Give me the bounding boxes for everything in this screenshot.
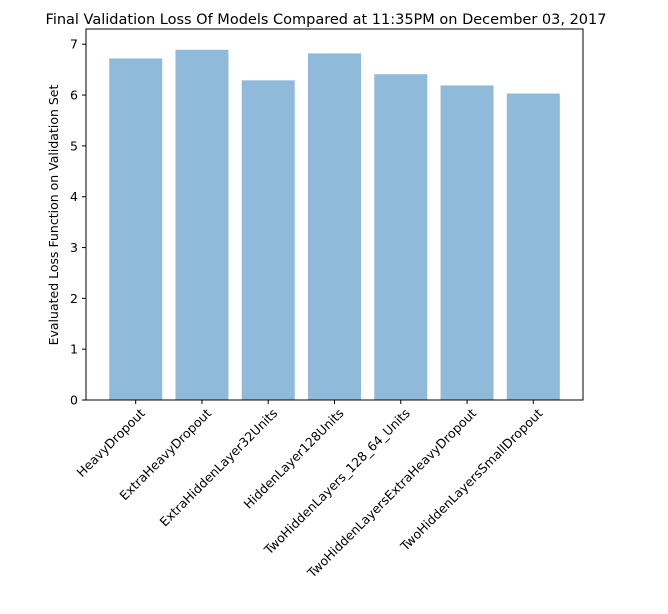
plot-frame [85, 28, 584, 401]
x-axis-ticks: HeavyDropoutExtraHeavyDropoutExtraHidden… [74, 400, 546, 581]
bars-group [109, 49, 560, 401]
y-tick-label: 7 [70, 37, 78, 52]
x-tick-label: ExtraHiddenLayer32Units [157, 406, 281, 530]
y-tick-label: 0 [70, 393, 78, 408]
bar-HiddenLayer128Units [307, 53, 362, 400]
y-tick-label: 1 [70, 342, 78, 357]
y-axis-label: Evaluated Loss Function on Validation Se… [46, 84, 61, 345]
bar-TwoHiddenLayersSmallDropout [506, 93, 560, 401]
bar-TwoHiddenLayersExtraHeavyDropout [440, 85, 494, 401]
bar-ExtraHeavyDropout [175, 49, 229, 401]
y-tick-label: 4 [70, 189, 78, 204]
x-tick-label: HeavyDropout [74, 405, 148, 479]
y-tick-label: 2 [70, 291, 78, 306]
y-tick-label: 5 [70, 138, 78, 153]
x-tick-label: TwoHiddenLayersSmallDropout [397, 405, 546, 554]
y-tick-label: 3 [70, 240, 78, 255]
y-axis-ticks: 0 1 2 3 4 5 6 7 [70, 37, 86, 408]
bar-TwoHiddenLayers_128_64_Units [374, 74, 428, 400]
y-tick-label: 6 [70, 88, 78, 103]
x-tick-label: TwoHiddenLayers_128_64_Units [260, 406, 412, 558]
bar-HeavyDropout [109, 58, 163, 400]
bar-ExtraHiddenLayer32Units [241, 80, 295, 400]
chart-title: Final Validation Loss Of Models Compared… [46, 12, 607, 28]
